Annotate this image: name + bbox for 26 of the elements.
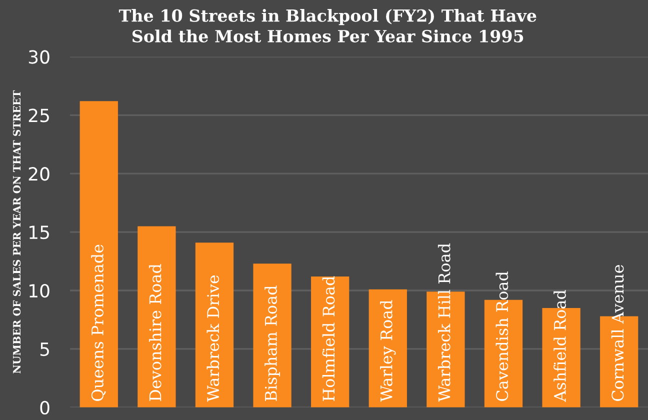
bar	[138, 226, 176, 408]
bar	[368, 289, 407, 408]
y-tick-label: 20	[28, 167, 50, 181]
y-tick-label: 30	[28, 50, 50, 64]
x-tick-label: Queens Promenade	[91, 244, 106, 401]
bar	[80, 101, 118, 408]
y-tick-label: 10	[30, 284, 50, 298]
y-tick-label: 15	[30, 226, 49, 240]
x-tick-label: Cornwall Avenue	[611, 264, 624, 401]
x-tick-label: Warbreck Hill Road	[438, 243, 450, 402]
x-tick-label: Cavendish Road	[496, 272, 508, 401]
bar	[253, 264, 292, 408]
x-tick-label: Warbreck Drive	[206, 275, 220, 402]
x-tick-label: Holmfield Road	[322, 276, 335, 401]
chart-title: The 10 Streets in Blackpool (FY2) That Have Sold the Most Homes Per Year Since 1995	[118, 9, 536, 42]
y-tick-label: 0	[40, 400, 50, 415]
x-tick-label: Warley Road	[380, 300, 396, 402]
bar	[195, 242, 234, 408]
bar	[311, 276, 350, 408]
bar	[426, 292, 465, 408]
x-tick-label: Ashfield Road	[554, 290, 566, 402]
x-tick-label: Devonshire Road	[148, 264, 162, 401]
x-tick-label: Bispham Road	[264, 286, 280, 401]
y-tick-label: 5	[40, 342, 49, 356]
y-tick-label: 25	[28, 108, 49, 122]
y-axis-title: NUMBER OF SALES PER YEAR ON THAT STREET	[12, 90, 21, 374]
